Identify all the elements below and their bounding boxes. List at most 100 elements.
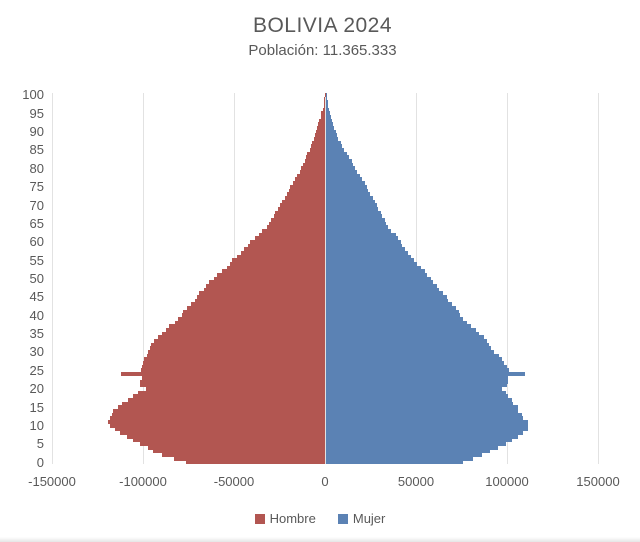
female-bar-age-87 — [325, 140, 341, 145]
male-bar-age-19 — [138, 390, 325, 395]
female-bar-age-32 — [325, 342, 490, 347]
legend-swatch-male — [254, 513, 265, 524]
male-bar-age-67 — [274, 214, 325, 219]
female-bar-age-6 — [325, 438, 513, 443]
female-bar-age-15 — [325, 405, 518, 410]
male-bar-age-91 — [316, 126, 325, 131]
y-axis-label-55: 55 — [29, 252, 44, 268]
male-bar-age-87 — [311, 140, 325, 145]
female-bar-age-14 — [325, 408, 519, 413]
male-bar-age-13 — [112, 412, 325, 417]
female-bar-age-16 — [325, 401, 513, 406]
female-bar-age-91 — [325, 126, 335, 131]
male-bar-age-76 — [293, 181, 325, 186]
male-bar-age-60 — [250, 239, 325, 244]
female-bar-age-58 — [325, 247, 405, 252]
female-bar-age-3 — [325, 449, 491, 454]
male-bar-age-78 — [296, 173, 325, 178]
female-bar-age-78 — [325, 173, 361, 178]
female-bar-age-60 — [325, 239, 402, 244]
y-axis-label-40: 40 — [29, 307, 44, 323]
female-bar-age-46 — [325, 291, 443, 296]
male-bar-age-66 — [271, 217, 325, 222]
male-bar-age-99 — [324, 96, 325, 101]
female-bar-age-86 — [325, 144, 343, 149]
male-bar-age-96 — [322, 107, 325, 112]
male-bar-age-95 — [321, 111, 325, 116]
male-bar-age-65 — [269, 221, 325, 226]
male-bar-age-84 — [307, 151, 325, 156]
male-bar-age-86 — [310, 144, 325, 149]
male-bar-age-1 — [173, 456, 325, 461]
y-axis-label-70: 70 — [29, 197, 44, 213]
male-bar-age-63 — [262, 228, 325, 233]
female-bar-age-51 — [325, 272, 427, 277]
female-bar-age-30 — [325, 350, 494, 355]
female-bar-age-19 — [325, 390, 506, 395]
female-bar-age-80 — [325, 166, 355, 171]
male-bar-age-30 — [148, 350, 325, 355]
female-bar-age-83 — [325, 155, 350, 160]
y-axis-label-5: 5 — [36, 436, 44, 452]
male-bar-age-27 — [143, 361, 325, 366]
male-bar-age-31 — [150, 346, 325, 351]
female-bar-age-50 — [325, 276, 432, 281]
male-bar-age-18 — [132, 394, 325, 399]
female-bar-age-77 — [325, 177, 362, 182]
y-axis-label-60: 60 — [29, 234, 44, 250]
female-bar-age-38 — [325, 320, 467, 325]
y-axis-label-45: 45 — [29, 289, 44, 305]
male-bar-age-51 — [216, 272, 325, 277]
female-bar-age-97 — [325, 104, 329, 109]
female-bar-age-88 — [325, 137, 339, 142]
male-bar-age-74 — [288, 188, 325, 193]
female-bar-age-13 — [325, 412, 523, 417]
male-bar-age-10 — [110, 423, 325, 428]
male-bar-age-20 — [145, 386, 325, 391]
female-bar-age-63 — [325, 228, 392, 233]
male-bar-age-15 — [118, 405, 325, 410]
female-bar-age-47 — [325, 287, 440, 292]
female-bar-age-94 — [325, 115, 331, 120]
female-bar-age-2 — [325, 452, 483, 457]
male-bar-age-29 — [146, 353, 325, 358]
x-axis-label-0: 0 — [321, 474, 329, 489]
y-axis-label-95: 95 — [29, 105, 44, 121]
male-bar-age-0 — [185, 460, 325, 465]
male-bar-age-24 — [121, 372, 325, 377]
female-bar-age-12 — [325, 416, 523, 421]
male-bar-age-81 — [303, 162, 325, 167]
female-bar-age-28 — [325, 357, 503, 362]
male-bar-age-23 — [142, 375, 325, 380]
female-bar-age-40 — [325, 313, 461, 318]
female-bar-age-85 — [325, 148, 344, 153]
male-bar-age-25 — [141, 368, 325, 373]
female-bar-age-33 — [325, 339, 488, 344]
female-bar-age-9 — [325, 427, 529, 432]
legend-label-female: Mujer — [352, 511, 386, 526]
y-axis-label-90: 90 — [29, 124, 44, 140]
x-axis-label-150000: 150000 — [576, 474, 620, 489]
female-bar-age-76 — [325, 181, 365, 186]
x-axis-label-100000: 100000 — [485, 474, 529, 489]
male-bar-age-79 — [299, 170, 325, 175]
x-axis-label-50000: 50000 — [397, 474, 435, 489]
gridline-x-150000 — [598, 93, 599, 464]
female-bar-age-41 — [325, 309, 460, 314]
male-bar-age-43 — [191, 302, 325, 307]
male-bar-age-57 — [241, 250, 325, 255]
female-bar-age-66 — [325, 217, 385, 222]
male-bar-age-36 — [165, 328, 325, 333]
male-bar-age-54 — [230, 261, 325, 266]
male-bar-age-9 — [114, 427, 325, 432]
y-axis-label-10: 10 — [29, 417, 44, 433]
female-bar-age-62 — [325, 232, 396, 237]
female-bar-age-96 — [325, 107, 330, 112]
male-bar-age-16 — [122, 401, 325, 406]
male-bar-age-80 — [301, 166, 325, 171]
female-bar-age-24 — [325, 372, 525, 377]
male-bar-age-69 — [277, 206, 325, 211]
female-bar-age-42 — [325, 306, 456, 311]
